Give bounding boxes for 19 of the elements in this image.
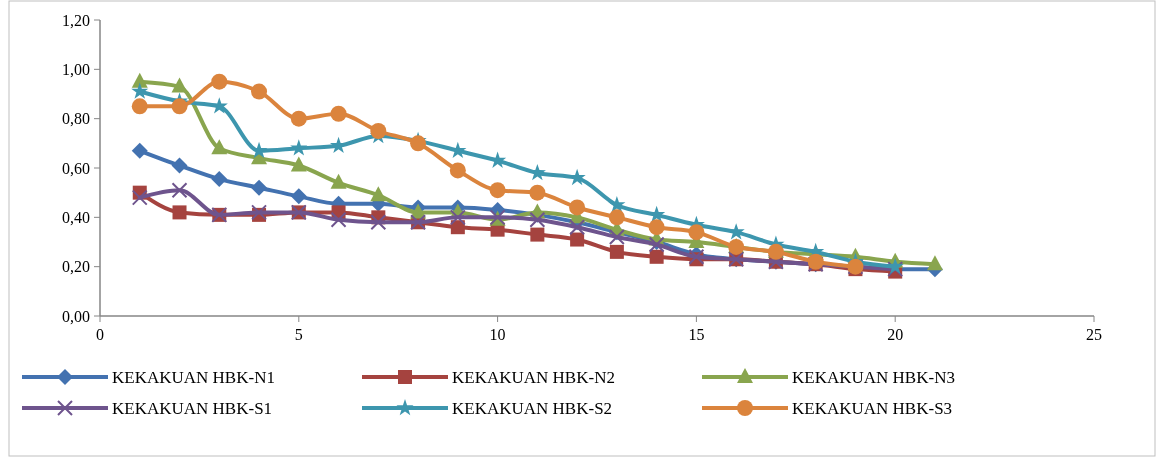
y-tick-label: 0,40 <box>62 208 90 226</box>
x-tick-label: 10 <box>489 326 506 343</box>
legend-label: KEKAKUAN HBK-S1 <box>112 398 273 418</box>
legend-label: KEKAKUAN HBK-S2 <box>452 398 613 418</box>
y-tick-label: 0,60 <box>62 159 90 177</box>
y-tick-label: 1,20 <box>62 11 90 29</box>
x-tick-label: 25 <box>1086 326 1102 343</box>
y-tick-label: 1,00 <box>62 60 90 78</box>
x-tick-label: 15 <box>688 326 705 343</box>
y-tick-label: 0,80 <box>62 110 90 128</box>
legend-label: KEKAKUAN HBK-N2 <box>452 367 615 387</box>
x-tick-label: 0 <box>96 326 104 343</box>
x-tick-label: 20 <box>887 326 904 343</box>
legend-label: KEKAKUAN HBK-S3 <box>792 398 953 418</box>
legend-label: KEKAKUAN HBK-N3 <box>792 367 955 387</box>
y-tick-label: 0,00 <box>62 307 90 325</box>
legend-label: KEKAKUAN HBK-N1 <box>112 367 275 387</box>
x-tick-label: 5 <box>294 326 303 343</box>
y-tick-label: 0,20 <box>62 258 90 276</box>
